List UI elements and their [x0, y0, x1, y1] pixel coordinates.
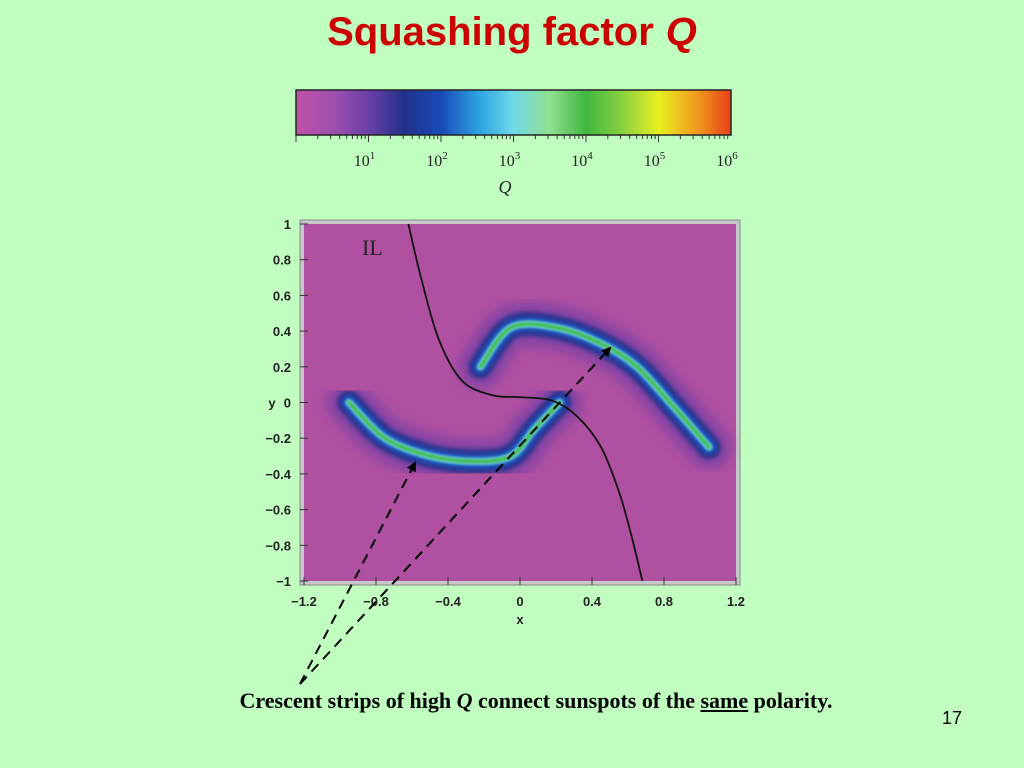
title-text: Squashing factor	[327, 10, 654, 54]
colorbar-tick-exp: 3	[515, 150, 521, 162]
caption-after: polarity.	[753, 688, 833, 713]
colorbar: 101 102 103 104 105 106 Q	[295, 89, 739, 197]
colorbar-tick-exp: 5	[660, 150, 666, 162]
colorbar-tick-label: 106	[716, 150, 738, 170]
colorbar-minor-ticks	[295, 135, 729, 142]
crescent-strip-upper	[478, 322, 711, 449]
x-tick-label: −1.2	[291, 594, 317, 609]
y-axis-ticks: 1 0.8 0.6 0.4 0.2 0 −0.2 −0.4 −0.6 −0.8 −1	[265, 217, 308, 589]
caption: Crescent strips of high Q connect sunspo…	[0, 688, 1024, 714]
colorbar-tick-exp: 2	[442, 150, 448, 162]
il-label: IL	[362, 235, 383, 260]
y-tick-label: 0.6	[273, 288, 291, 303]
y-tick-label: 0.8	[273, 253, 291, 268]
colorbar-tick-label: 102	[426, 150, 448, 170]
colorbar-tick-exp: 1	[370, 150, 376, 162]
caption-before: Crescent strips of high	[239, 688, 452, 713]
x-tick-label: −0.4	[435, 594, 461, 609]
colorbar-label: Q	[499, 177, 512, 197]
y-tick-label: −0.2	[265, 431, 291, 446]
y-tick-label: −1	[276, 574, 291, 589]
colorbar-tick-exp: 6	[732, 150, 738, 162]
heatmap-plot: IL 1 0.8 0.6 0.4 0.2 0 −0.2 −0.4 −0.6 −0.8 −1 −1.2…	[265, 217, 745, 627]
y-tick-label: −0.6	[265, 503, 291, 518]
caption-emphasis: same	[700, 688, 749, 713]
y-tick-label: 0.2	[273, 360, 291, 375]
y-tick-label: −0.4	[265, 467, 291, 482]
colorbar-tick-label: 101	[354, 150, 376, 170]
caption-symbol: Q	[456, 688, 473, 713]
x-axis-label: x	[516, 612, 524, 627]
y-tick-label: 1	[284, 217, 291, 232]
title-symbol: Q	[665, 10, 697, 54]
colorbar-strip	[295, 89, 732, 136]
slide-title: Squashing factor Q	[0, 8, 1024, 56]
y-axis-label: y	[268, 396, 276, 411]
colorbar-tick-label: 103	[499, 150, 521, 170]
x-tick-label: 0.8	[655, 594, 673, 609]
colorbar-tick-base: 10	[644, 153, 660, 170]
colorbar-tick-exp: 4	[587, 150, 593, 162]
colorbar-tick-base: 10	[499, 153, 515, 170]
x-tick-label: 0	[516, 594, 523, 609]
colorbar-tick-label: 104	[571, 150, 593, 170]
x-tick-label: 1.2	[727, 594, 745, 609]
colorbar-tick-labels: 101 102 103 104 105 106	[354, 150, 739, 170]
colorbar-tick-base: 10	[716, 153, 732, 170]
y-tick-label: 0	[284, 396, 291, 411]
y-tick-label: −0.8	[265, 538, 291, 553]
colorbar-tick-label: 105	[644, 150, 666, 170]
caption-middle: connect sunspots of the	[478, 688, 695, 713]
colorbar-tick-base: 10	[571, 153, 587, 170]
page-number: 17	[941, 708, 962, 728]
colorbar-tick-base: 10	[354, 153, 370, 170]
x-tick-label: −0.8	[363, 594, 389, 609]
y-tick-label: 0.4	[273, 324, 292, 339]
colorbar-tick-base: 10	[426, 153, 442, 170]
x-tick-label: 0.4	[583, 594, 602, 609]
